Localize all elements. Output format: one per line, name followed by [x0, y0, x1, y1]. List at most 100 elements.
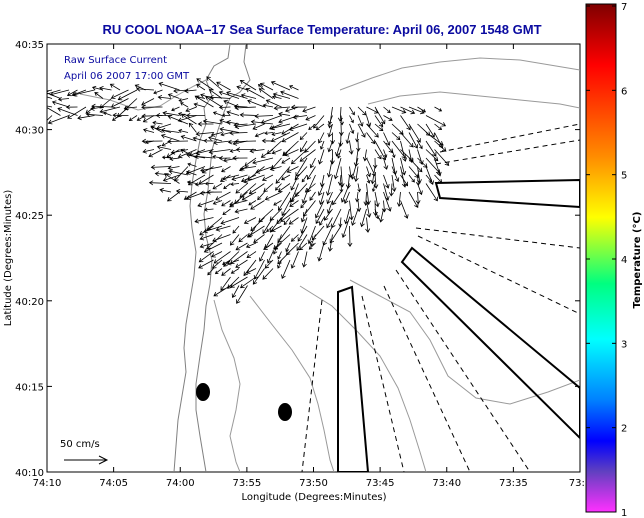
- current-vector: [425, 157, 441, 174]
- current-vector: [299, 242, 308, 251]
- current-vector: [202, 119, 223, 125]
- isobath-4: [349, 279, 580, 405]
- current-vector: [235, 242, 248, 251]
- current-vector: [252, 268, 265, 285]
- current-vector: [167, 165, 180, 171]
- current-vector: [272, 234, 282, 255]
- current-vector: [211, 251, 223, 258]
- current-vector: [216, 81, 231, 91]
- current-vector: [221, 166, 231, 173]
- current-vector: [374, 115, 384, 128]
- current-vector: [434, 106, 443, 112]
- current-vector: [355, 191, 360, 203]
- current-vector: [186, 113, 205, 119]
- current-vector: [264, 131, 274, 135]
- current-vector: [290, 174, 299, 191]
- colorbar-label: Temperature (°C): [632, 212, 643, 309]
- current-vector: [235, 259, 248, 268]
- current-vector: [305, 115, 316, 121]
- current-vector: [203, 225, 223, 234]
- current-vector: [259, 251, 265, 262]
- colorbar-tick-label: 4: [621, 255, 627, 266]
- current-vector: [110, 89, 129, 99]
- current-vector: [299, 132, 308, 141]
- current-vector: [275, 166, 291, 184]
- current-vector: [278, 111, 291, 117]
- box-shelf-east: [400, 246, 580, 440]
- x-tick-label: 73:45: [366, 478, 395, 489]
- current-vector: [315, 208, 325, 225]
- current-vector: [194, 154, 214, 160]
- current-vector: [417, 183, 423, 196]
- current-vector: [349, 115, 354, 124]
- current-vector: [184, 88, 197, 94]
- current-vector: [374, 191, 380, 208]
- current-vector: [326, 191, 333, 205]
- current-vector: [272, 92, 291, 99]
- current-vector: [65, 104, 78, 110]
- current-vector: [246, 251, 257, 259]
- marker-oval-1: [196, 383, 210, 401]
- current-vector: [425, 183, 438, 202]
- current-vector: [262, 103, 274, 108]
- current-vector: [209, 94, 231, 100]
- current-vector: [110, 98, 129, 108]
- current-vector: [239, 112, 257, 118]
- scale-arrow-head: [98, 455, 109, 465]
- current-vector: [356, 140, 361, 152]
- colorbar-tick-label: 6: [621, 86, 627, 97]
- current-vector: [194, 217, 214, 224]
- current-vector: [281, 157, 291, 164]
- current-vector: [214, 268, 223, 275]
- coastline: [173, 44, 231, 472]
- current-vector: [318, 191, 325, 206]
- current-vector: [264, 191, 282, 201]
- current-vector: [378, 208, 384, 223]
- current-vector: [269, 166, 282, 172]
- current-vector: [383, 157, 389, 170]
- current-vector: [170, 149, 189, 155]
- current-vector: [148, 149, 163, 158]
- current-vector: [195, 131, 214, 137]
- current-vector: [47, 115, 70, 125]
- current-vector: [417, 140, 423, 150]
- current-vector: [178, 128, 189, 133]
- x-axis: 74:10 74:05 74:00 73:55 73:50 73:45 73:40 73:35…: [33, 44, 591, 489]
- current-vector: [57, 107, 78, 116]
- current-vector: [317, 242, 325, 262]
- current-vector: [249, 148, 265, 154]
- current-vector: [218, 155, 231, 161]
- current-vector: [226, 259, 240, 266]
- current-vector: [391, 132, 401, 141]
- current-vector: [156, 144, 172, 150]
- current-vector: [199, 234, 214, 241]
- current-vector: [261, 138, 274, 144]
- current-vector: [281, 174, 291, 181]
- current-vector: [230, 276, 248, 288]
- current-vector: [300, 208, 308, 223]
- current-vector: [186, 180, 197, 185]
- current-vector: [213, 251, 231, 264]
- isobath-2: [249, 295, 335, 472]
- x-tick-label: 74:10: [33, 478, 62, 489]
- current-vector: [239, 80, 257, 91]
- current-vector: [200, 166, 223, 173]
- current-vector: [141, 104, 163, 110]
- current-vector: [212, 111, 223, 116]
- current-vector: [183, 191, 197, 200]
- current-vector: [434, 123, 443, 131]
- current-vector: [77, 115, 95, 121]
- current-vector: [205, 96, 223, 108]
- current-vector: [400, 132, 414, 148]
- current-vector: [230, 268, 240, 274]
- current-vector: [425, 174, 433, 183]
- current-vector: [239, 276, 257, 289]
- current-vector: [400, 157, 407, 176]
- current-vector: [308, 123, 316, 130]
- current-vector: [222, 208, 231, 216]
- colorbar-tick-label: 1: [621, 508, 627, 518]
- y-tick-label: 40:30: [15, 126, 44, 137]
- current-vector: [203, 207, 214, 212]
- current-vector: [231, 174, 248, 181]
